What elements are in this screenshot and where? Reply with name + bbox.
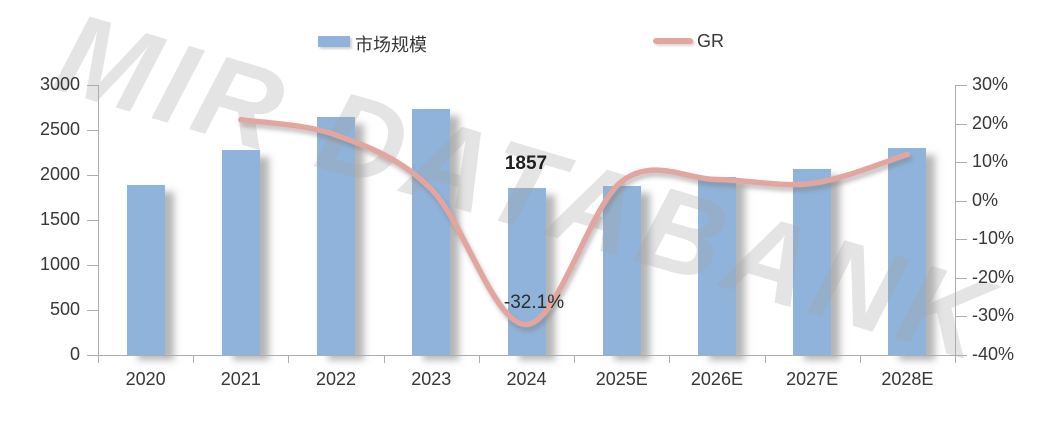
y-right-tick--20% <box>955 277 967 279</box>
y-left-tick-2000 <box>87 175 98 176</box>
y-right-tick-label-20%: 20% <box>972 112 1009 133</box>
y-right-tick-label--30%: -30% <box>972 305 1015 326</box>
y-right-tick--40% <box>955 355 967 356</box>
x-label-2022: 2022 <box>316 369 357 389</box>
x-axis-tick-4 <box>478 355 480 363</box>
y-right-tick-10% <box>955 162 967 164</box>
x-axis-tick-7 <box>764 355 766 363</box>
y-right-tick-0% <box>955 200 967 202</box>
y-left-tick-label-3000: 3000 <box>39 74 80 94</box>
y-right-tick-label-0%: 0% <box>972 189 999 210</box>
x-label-2020: 2020 <box>125 369 166 389</box>
y-left-tick-500 <box>87 310 98 311</box>
bar-2020 <box>126 184 165 355</box>
x-axis-tick-0 <box>98 355 99 363</box>
x-axis <box>98 355 955 356</box>
y-axis-left <box>98 85 99 363</box>
gr-value-label-2024: -32.1% <box>503 292 565 313</box>
y-right-tick--30% <box>955 316 967 318</box>
x-label-2023: 2023 <box>411 369 452 389</box>
y-left-tick-label-500: 500 <box>49 299 80 319</box>
y-left-tick-label-1000: 1000 <box>39 254 80 274</box>
y-left-tick-label-2000: 2000 <box>39 164 80 184</box>
y-left-tick-0 <box>87 355 98 356</box>
x-axis-tick-9 <box>955 355 956 363</box>
y-right-tick-20% <box>955 123 967 125</box>
y-right-tick--10% <box>955 239 967 241</box>
x-axis-tick-2 <box>288 355 290 363</box>
x-label-2021: 2021 <box>220 369 261 389</box>
x-axis-tick-1 <box>193 355 195 363</box>
y-left-tick-1000 <box>87 265 98 266</box>
x-label-2027E: 2027E <box>786 369 839 389</box>
x-axis-tick-5 <box>574 355 576 363</box>
y-left-tick-2500 <box>87 130 98 131</box>
y-right-tick-label-10%: 10% <box>972 151 1009 172</box>
y-right-tick-30% <box>955 85 967 86</box>
x-axis-tick-3 <box>383 355 385 363</box>
y-axis-right <box>955 85 956 355</box>
y-left-tick-label-1500: 1500 <box>39 209 80 229</box>
x-axis-tick-6 <box>669 355 671 363</box>
x-label-2026E: 2026E <box>690 369 743 389</box>
y-left-tick-3000 <box>87 85 98 86</box>
legend-gr-swatch <box>653 38 693 44</box>
y-left-tick-label-0: 0 <box>69 344 80 364</box>
x-axis-tick-8 <box>859 355 861 363</box>
y-right-tick-label--40%: -40% <box>972 344 1015 364</box>
y-left-tick-1500 <box>87 220 98 221</box>
legend-market-size-label: 市场规模 <box>355 35 427 55</box>
y-right-tick-label--20%: -20% <box>972 266 1015 287</box>
x-label-2025E: 2025E <box>595 369 648 389</box>
x-label-2024: 2024 <box>506 369 547 389</box>
bar-value-label-2024: 1857 <box>504 153 548 174</box>
x-label-2028E: 2028E <box>881 369 934 389</box>
y-right-tick-label-30%: 30% <box>972 74 1009 94</box>
y-right-tick-label--10%: -10% <box>972 228 1015 249</box>
y-left-tick-label-2500: 2500 <box>39 119 80 139</box>
legend-gr-label: GR <box>697 31 724 51</box>
legend-market-size-swatch <box>318 36 350 47</box>
